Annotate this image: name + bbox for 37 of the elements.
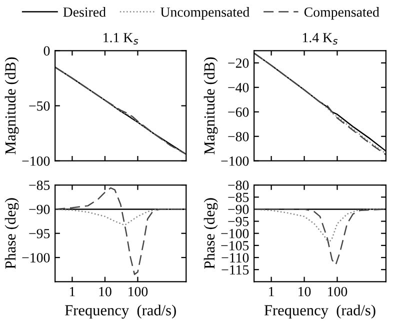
y-tick-label: −85 bbox=[228, 192, 249, 202]
y-tick-label: 0 bbox=[44, 46, 50, 56]
legend-label: Desired bbox=[63, 7, 106, 17]
x-axis-title: Frequency (rad/s) bbox=[264, 304, 376, 319]
y-tick-label: −95 bbox=[228, 216, 249, 226]
x-tick-label: 10 bbox=[99, 286, 112, 296]
y-axis-title: Phase (deg) bbox=[204, 198, 218, 269]
x-tick-label: 10 bbox=[298, 286, 311, 296]
chart-title: 1.1 K$_{s}$ bbox=[104, 33, 138, 45]
y-axis-title: Magnitude (dB) bbox=[4, 57, 19, 154]
y-tick-label: −20 bbox=[228, 58, 249, 68]
y-tick-label: −60 bbox=[228, 107, 249, 117]
y-axis-title: Phase (deg) bbox=[4, 198, 19, 269]
y-tick-label: −90 bbox=[228, 204, 249, 214]
legend-label: Compensated bbox=[304, 7, 380, 20]
y-tick-label: −105 bbox=[221, 241, 249, 250]
y-tick-label: −100 bbox=[22, 253, 50, 262]
y-tick-label: −80 bbox=[228, 132, 249, 142]
x-axis-title: Frequency (rad/s) bbox=[65, 304, 176, 319]
y-tick-label: −100 bbox=[221, 228, 249, 238]
y-tick-label: −110 bbox=[222, 253, 249, 262]
y-tick-label: −40 bbox=[228, 82, 249, 92]
y-tick-label: −95 bbox=[29, 228, 50, 238]
chart-title: 1.4 K$_{s}$ bbox=[302, 33, 338, 45]
y-tick-label: −90 bbox=[29, 204, 50, 214]
y-tick-label: −85 bbox=[29, 180, 50, 190]
y-tick-label: −115 bbox=[222, 265, 249, 275]
x-tick-label: 100 bbox=[128, 286, 148, 296]
x-tick-label: 1 bbox=[269, 287, 274, 296]
x-tick-label: 100 bbox=[328, 286, 348, 296]
y-tick-label: −100 bbox=[221, 156, 249, 166]
y-axis-title: Magnitude (dB) bbox=[204, 57, 218, 154]
x-tick-label: 1 bbox=[70, 287, 75, 296]
y-tick-label: −80 bbox=[228, 180, 249, 190]
y-tick-label: −50 bbox=[29, 101, 50, 111]
y-tick-label: −100 bbox=[22, 156, 50, 166]
legend-label: Uncompensated bbox=[160, 7, 250, 20]
